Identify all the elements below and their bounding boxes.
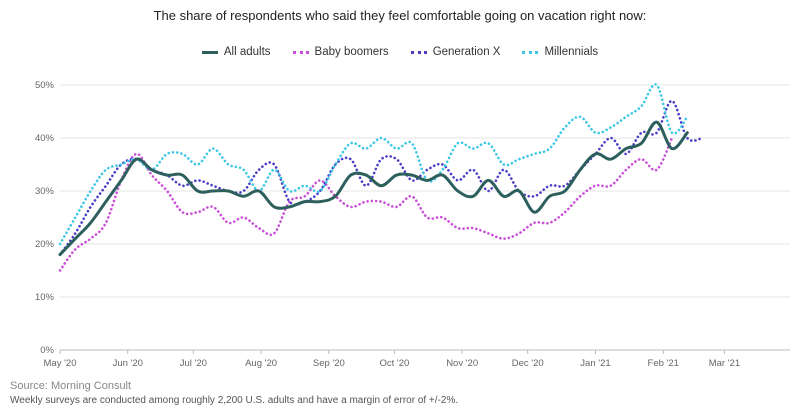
x-tick-label: May '20 (44, 358, 77, 369)
legend-label: Generation X (432, 46, 501, 58)
legend-swatch (292, 50, 309, 54)
y-tick-label: 0% (40, 345, 54, 356)
legend-item: All adults (201, 46, 271, 58)
series-line-millennials (58, 83, 689, 246)
series-line-generation-x (58, 99, 704, 256)
legend-swatch (201, 50, 218, 54)
legend-label: Millennials (544, 46, 599, 58)
legend-swatch (410, 50, 427, 54)
series-line-baby-boomers (58, 136, 674, 272)
methodology-note: Weekly surveys are conducted among rough… (10, 395, 459, 406)
legend-swatch (522, 50, 539, 54)
chart-legend: All adults Baby boomers Generation X Millen… (0, 46, 800, 58)
x-tick-label: Aug '20 (245, 358, 277, 369)
x-tick-label: Nov '20 (446, 358, 478, 369)
series-line-all-adults (58, 120, 689, 257)
y-tick-label: 20% (35, 239, 55, 250)
legend-item: Generation X (410, 46, 501, 58)
x-tick-label: Feb '21 (648, 358, 679, 369)
x-tick-label: Dec '20 (512, 358, 544, 369)
legend-label: Baby boomers (314, 46, 389, 58)
legend-label: All adults (223, 46, 271, 58)
x-tick-label: Jul '20 (180, 358, 207, 369)
y-tick-label: 10% (35, 292, 55, 303)
source-text: Source: Morning Consult (10, 380, 132, 392)
y-tick-label: 50% (35, 80, 55, 91)
x-tick-label: Jun '20 (113, 358, 143, 369)
chart-title: The share of respondents who said they f… (153, 8, 647, 23)
legend-item: Millennials (522, 46, 598, 58)
x-tick-label: Mar '21 (709, 358, 740, 369)
x-tick-label: Jan '21 (580, 358, 610, 369)
x-tick-label: Sep '20 (313, 358, 345, 369)
x-tick-label: Oct '20 (379, 358, 409, 369)
legend-item: Baby boomers (292, 46, 389, 58)
y-tick-label: 30% (35, 186, 55, 197)
y-tick-label: 40% (35, 133, 55, 144)
